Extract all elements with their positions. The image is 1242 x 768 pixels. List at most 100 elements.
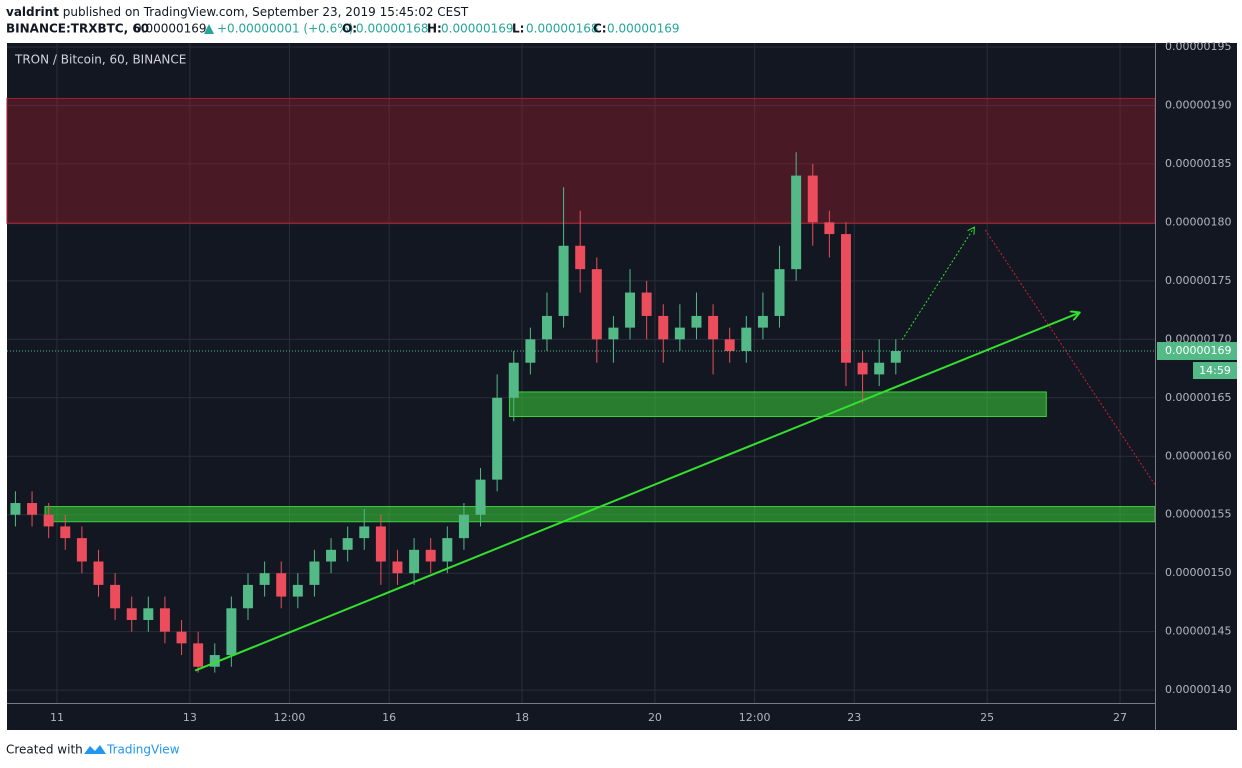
candle-body (475, 479, 486, 515)
x-tick-label: 12:00 (739, 711, 771, 724)
candle-body (60, 526, 71, 539)
candle-body (525, 339, 536, 363)
footer-text: Created with (6, 743, 83, 757)
published: published on TradingView.com, September … (63, 5, 469, 19)
y-tick-label: 0.00000180 (1165, 215, 1231, 228)
candle-body (375, 526, 386, 562)
candle-body (143, 608, 154, 620)
candle-body (326, 549, 337, 562)
candle-body (874, 362, 885, 375)
candle-body (508, 362, 519, 398)
candle-body (359, 526, 370, 539)
ohlc-label: L: (512, 22, 524, 36)
candle-body (757, 315, 768, 328)
change: +0.00000001 (+0.6%) (217, 22, 353, 36)
x-tick-label: 11 (50, 711, 64, 724)
candle-body (43, 514, 54, 527)
x-tick-label: 25 (980, 711, 994, 724)
candle-body (674, 327, 685, 340)
y-tick-label: 0.00000145 (1165, 625, 1231, 638)
y-tick-label: 0.00000160 (1165, 449, 1231, 462)
x-tick-label: 16 (382, 711, 396, 724)
y-tick-label: 0.00000140 (1165, 683, 1231, 696)
y-tick-label: 0.00000190 (1165, 98, 1231, 111)
candle-body (608, 327, 619, 340)
candle-body (425, 549, 436, 562)
candle-body (558, 245, 569, 316)
candle-body (110, 584, 121, 609)
up-arrow (204, 24, 214, 34)
candle-body (392, 561, 403, 574)
candle-body (176, 631, 187, 644)
ohlc-label: C: (593, 22, 607, 36)
zone (6, 97, 1156, 225)
candle-body (10, 503, 21, 515)
candle-body (342, 538, 353, 550)
footer-brand: TradingView (106, 743, 180, 757)
ohlc-value: 0.00000168 (526, 22, 599, 36)
tv-logo (84, 745, 106, 754)
header-line: valdrint published on TradingView.com, S… (6, 5, 469, 19)
y-tick-label: 0.00000175 (1165, 274, 1231, 287)
zone (44, 506, 1156, 523)
symbol: BINANCE:TRXBTC, 60 (6, 22, 149, 36)
candle-body (575, 245, 586, 270)
candle-body (309, 561, 320, 585)
author: valdrint (6, 5, 59, 19)
y-tick-label: 0.00000185 (1165, 157, 1231, 170)
candle-body (691, 315, 702, 328)
y-tick-label: 0.00000195 (1165, 40, 1231, 53)
trend-line (984, 229, 1156, 486)
chart-legend: TRON / Bitcoin, 60, BINANCE (14, 53, 186, 67)
candle-body (27, 503, 38, 515)
candle-body (840, 234, 851, 363)
x-tick-label: 27 (1113, 711, 1127, 724)
candle-body (458, 514, 469, 539)
x-tick-label: 18 (515, 711, 529, 724)
price: 0.00000169 (134, 22, 207, 36)
trend-line (194, 313, 1079, 672)
candle-body (492, 397, 503, 480)
last-price-label: 0.00000169 (1165, 344, 1231, 357)
candle-body (857, 362, 868, 375)
countdown-box (1193, 362, 1237, 380)
x-tick-label: 13 (183, 711, 197, 724)
candle-body (159, 608, 170, 632)
candle-body (890, 351, 901, 363)
candle-body (708, 315, 719, 340)
last-price-box (1157, 342, 1237, 361)
candle-body (276, 573, 287, 597)
candle-body (625, 292, 636, 328)
candle-body (774, 269, 785, 316)
candle-body (807, 175, 818, 223)
y-tick-label: 0.00000165 (1165, 391, 1231, 404)
candle-body (724, 339, 735, 352)
candle-body (126, 608, 137, 620)
candle-body (93, 561, 104, 585)
candle-body (591, 269, 602, 340)
x-tick-label: 20 (648, 711, 662, 724)
candle-body (409, 549, 420, 574)
candle-body (791, 175, 802, 270)
candle-body (193, 643, 204, 667)
zone (508, 391, 1047, 418)
countdown-label: 14:59 (1199, 364, 1231, 377)
candle-body (741, 327, 752, 352)
ohlc-label: O: (342, 22, 357, 36)
candle-body (658, 315, 669, 340)
candle-body (641, 292, 652, 316)
ohlc-value: 0.00000169 (607, 22, 680, 36)
candle-body (541, 315, 552, 340)
candle-body (824, 222, 835, 235)
candle-body (442, 538, 453, 562)
chart-background (7, 43, 1237, 730)
candle-body (209, 655, 220, 667)
plot (6, 43, 1156, 703)
candle-body (76, 538, 87, 562)
ohlc-label: H: (427, 22, 442, 36)
ohlc-value: 0.00000168 (356, 22, 429, 36)
y-tick-label: 0.00000150 (1165, 566, 1231, 579)
